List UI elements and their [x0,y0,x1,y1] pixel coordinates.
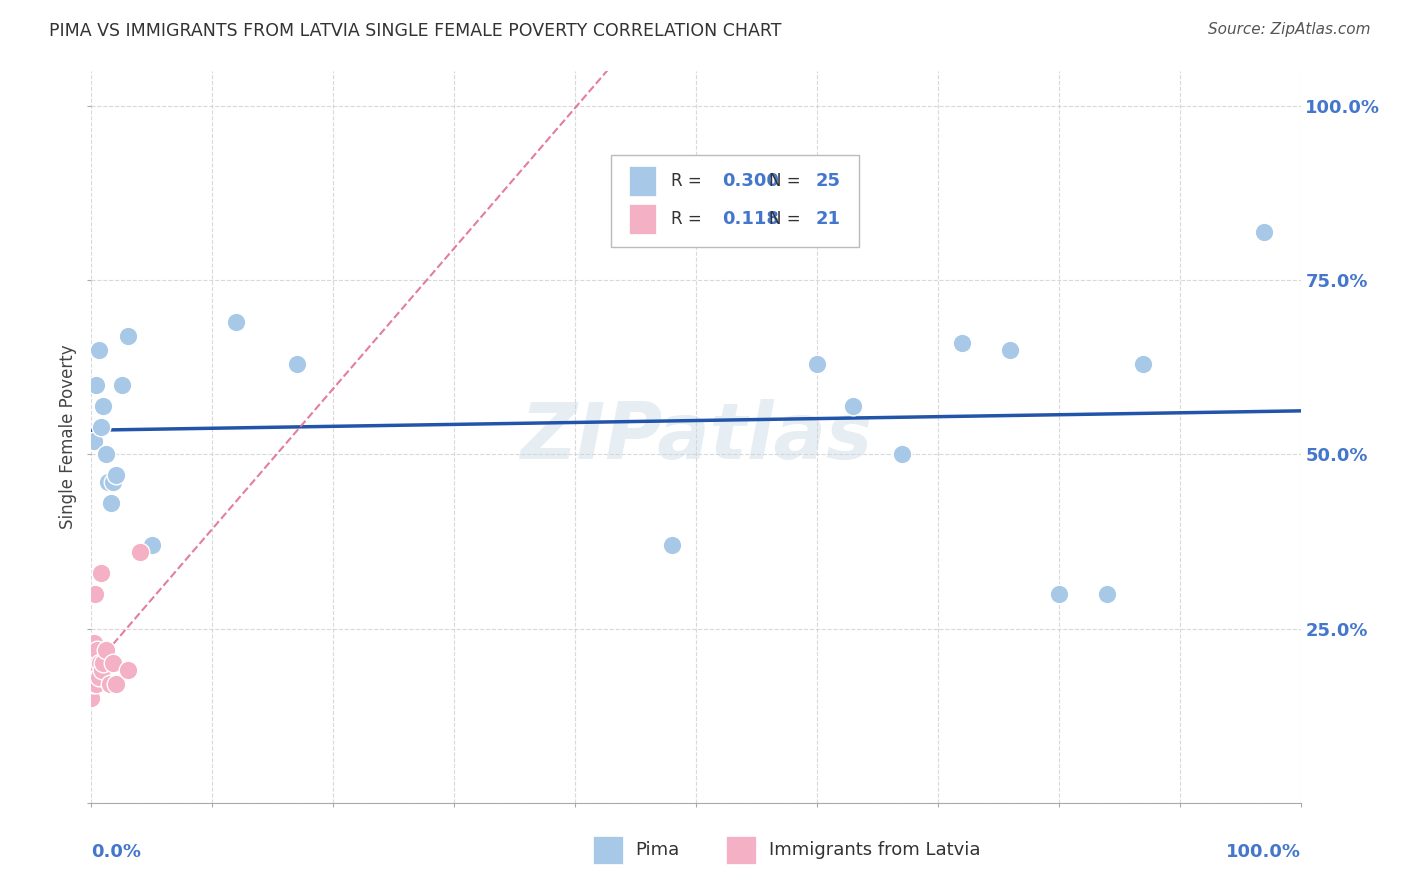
Point [90,566,112,580]
Point [83,664,105,678]
Point [111,377,132,392]
Point [82,677,104,691]
Point [141,538,163,552]
Point [94,448,117,462]
Point [806,357,828,371]
Text: 0.118: 0.118 [723,211,779,228]
FancyBboxPatch shape [612,155,859,247]
Point [83,434,105,448]
Text: R =: R = [671,172,707,190]
Point [98,677,121,691]
Point [1000,343,1022,357]
Point [842,399,865,413]
Point [117,329,139,343]
Point [128,545,150,559]
Text: 0.0%: 0.0% [91,843,142,861]
Point [94,642,117,657]
Point [87,670,110,684]
Point [100,496,122,510]
Text: 0.300: 0.300 [723,172,779,190]
Text: 25: 25 [815,172,841,190]
Point [890,448,912,462]
Y-axis label: Single Female Poverty: Single Female Poverty [59,345,77,529]
Point [84,677,107,691]
Text: ZIPatlas: ZIPatlas [520,399,872,475]
Point [950,336,973,351]
Text: N =: N = [769,172,806,190]
Point [1047,587,1070,601]
Bar [725,837,756,864]
Point [80,670,103,684]
Point [285,357,308,371]
Point [82,657,104,671]
Point [91,664,114,678]
Bar [593,837,623,864]
Point [84,657,107,671]
Point [1253,225,1275,239]
Point [101,475,124,490]
Point [117,664,139,678]
Point [97,475,120,490]
Bar [630,166,657,196]
Text: N =: N = [769,211,806,228]
Point [104,468,127,483]
Text: PIMA VS IMMIGRANTS FROM LATVIA SINGLE FEMALE POVERTY CORRELATION CHART: PIMA VS IMMIGRANTS FROM LATVIA SINGLE FE… [49,22,782,40]
Text: Immigrants from Latvia: Immigrants from Latvia [769,841,980,859]
Point [84,587,107,601]
Text: R =: R = [671,211,711,228]
Point [101,657,124,671]
Point [1095,587,1118,601]
Point [83,635,105,649]
Point [89,657,111,671]
Point [90,419,112,434]
Text: 21: 21 [815,211,841,228]
Point [87,343,110,357]
Point [661,538,683,552]
Point [93,399,115,413]
Point [225,315,247,329]
Point [104,677,127,691]
Bar [630,203,657,235]
Text: Pima: Pima [636,841,679,859]
Point [80,691,103,706]
Text: Source: ZipAtlas.com: Source: ZipAtlas.com [1208,22,1371,37]
Point [84,377,107,392]
Point [93,657,115,671]
Text: 100.0%: 100.0% [1226,843,1301,861]
Point [86,642,108,657]
Point [1132,357,1154,371]
